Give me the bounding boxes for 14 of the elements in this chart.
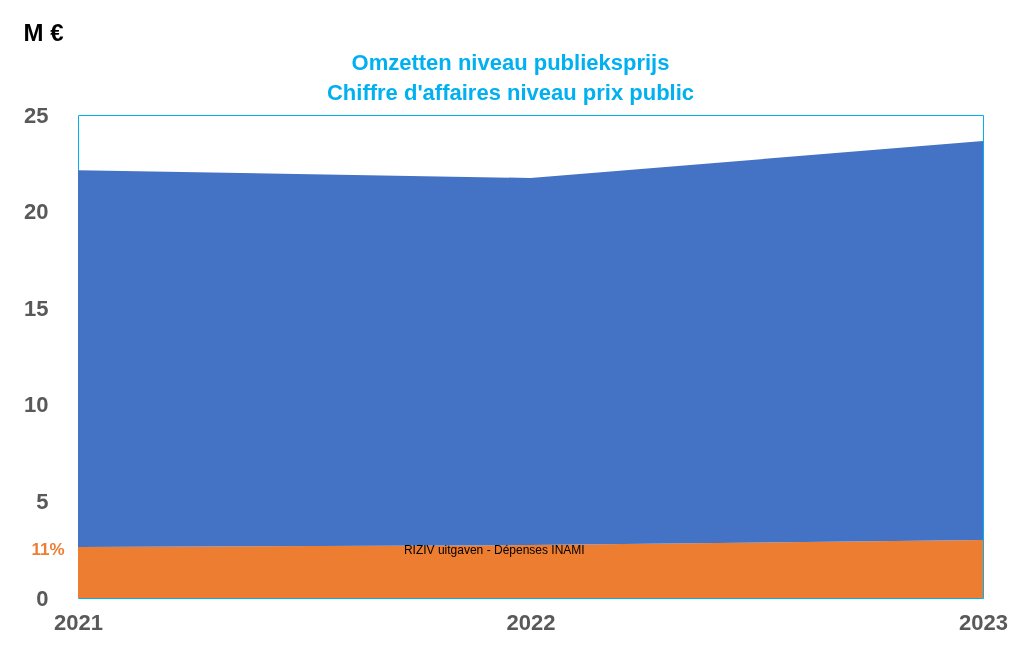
x-tick-label: 2023	[959, 609, 1008, 635]
text: Omzetten niveau publieksprijs	[351, 50, 670, 75]
y-tick-label: 25	[24, 102, 49, 128]
x-tick-label: 2022	[506, 609, 556, 635]
y-tick-label: 0	[36, 585, 49, 611]
text: Chiffre d'affaires niveau prix public	[326, 80, 695, 105]
y-tick-label: 20	[24, 199, 49, 225]
text: 11%	[31, 539, 65, 559]
annotation: RIZIV uitgaven - Dépenses INAMI	[403, 542, 585, 557]
x-tick-label: 2021	[54, 609, 103, 635]
y-tick-label: 5	[36, 488, 49, 514]
y-tick-label: 10	[24, 392, 49, 418]
y-tick-label: 15	[24, 295, 49, 321]
y-axis-title: M €	[23, 18, 64, 46]
